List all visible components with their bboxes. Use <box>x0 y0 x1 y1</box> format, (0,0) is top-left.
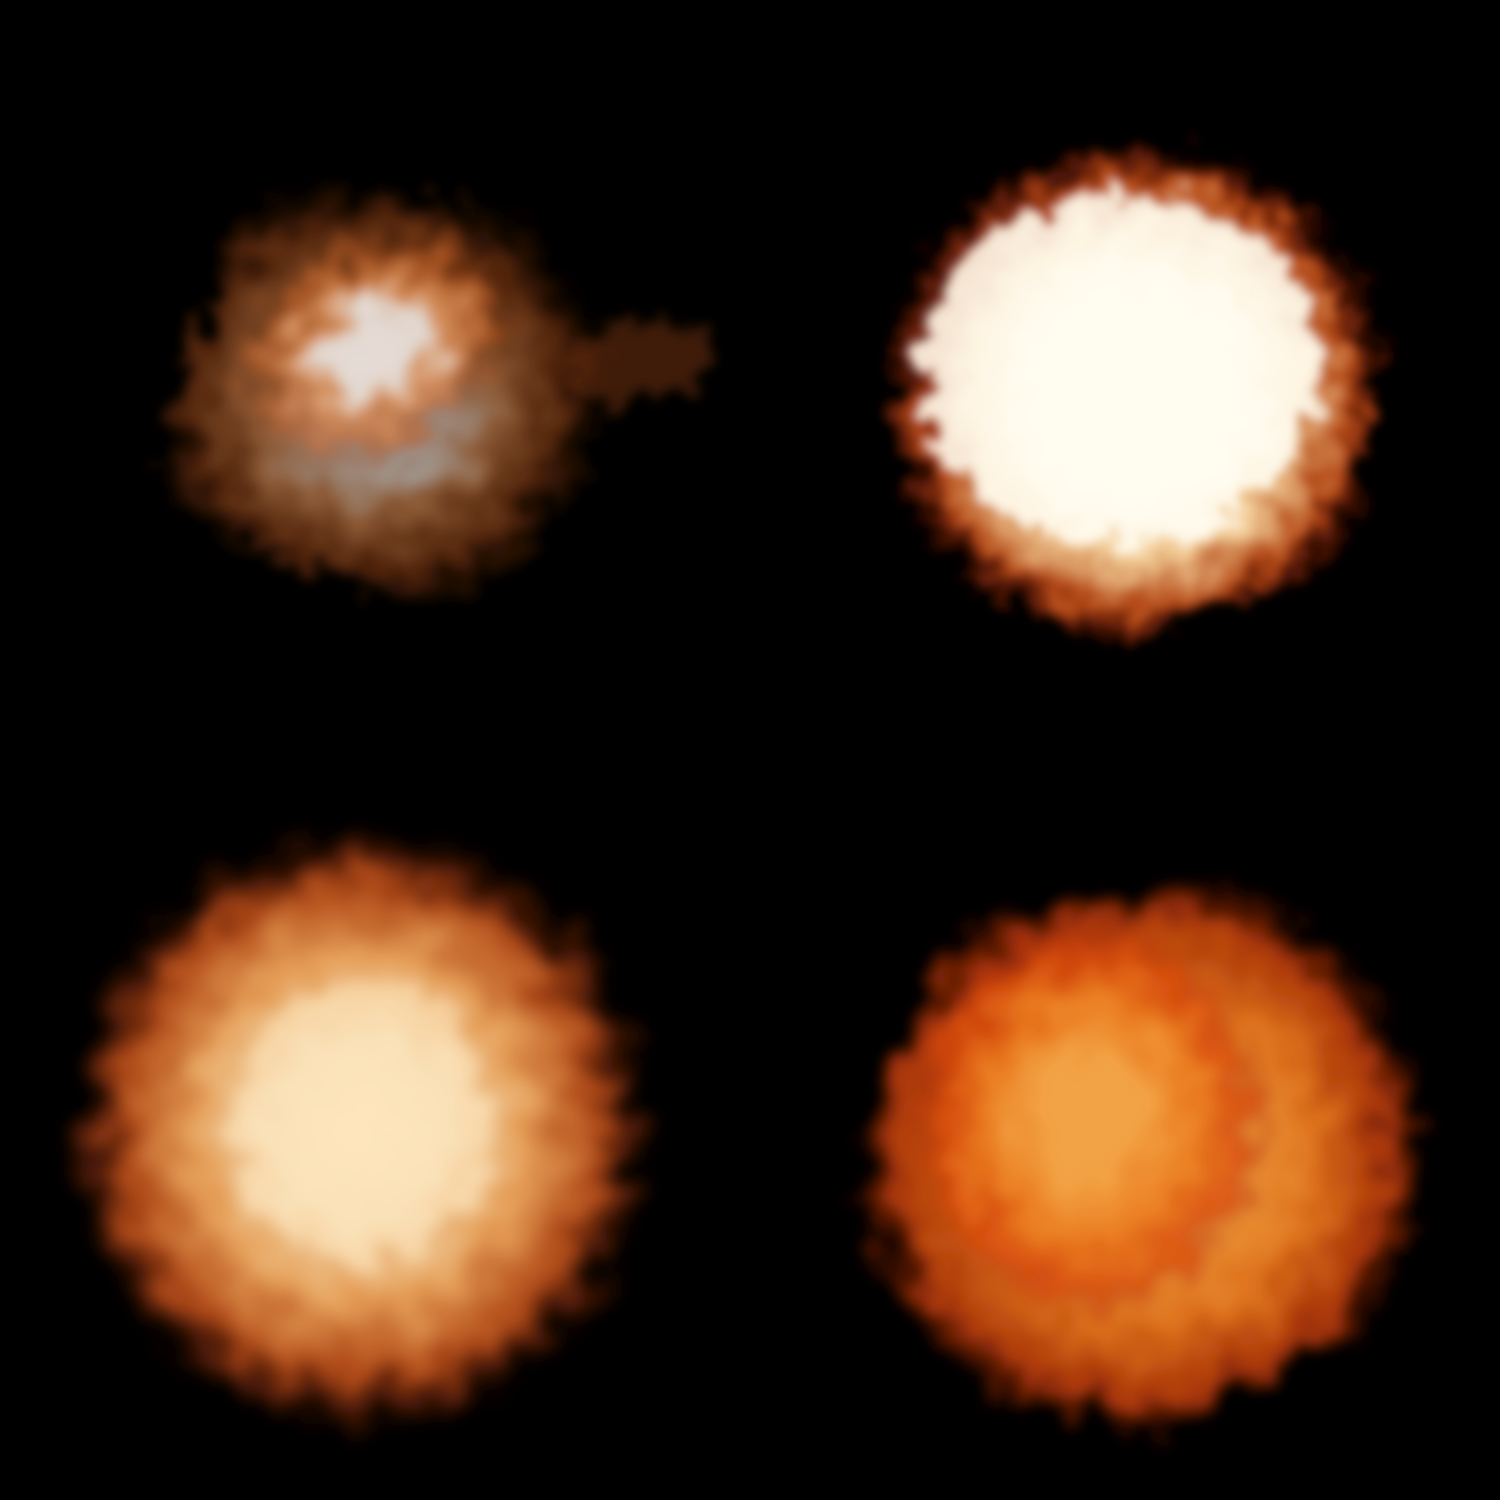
cloud-tail <box>570 320 710 400</box>
explosion-cloud-sprite-4 <box>750 750 1500 1500</box>
cloud-core <box>920 195 1320 545</box>
explosion-cloud-sprite-3 <box>0 750 750 1500</box>
cloud-core <box>910 920 1270 1320</box>
explosion-cloud-sprite-1 <box>0 0 750 750</box>
explosion-cloud-sprite-2 <box>750 0 1500 750</box>
cloud-core <box>232 225 518 475</box>
cloud-core <box>230 980 490 1260</box>
explosion-cloud-1-graphic <box>140 170 710 620</box>
explosion-cloud-4-graphic <box>850 870 1430 1440</box>
explosion-cloud-2-graphic <box>880 140 1390 650</box>
explosion-cloud-3-graphic <box>70 830 650 1430</box>
